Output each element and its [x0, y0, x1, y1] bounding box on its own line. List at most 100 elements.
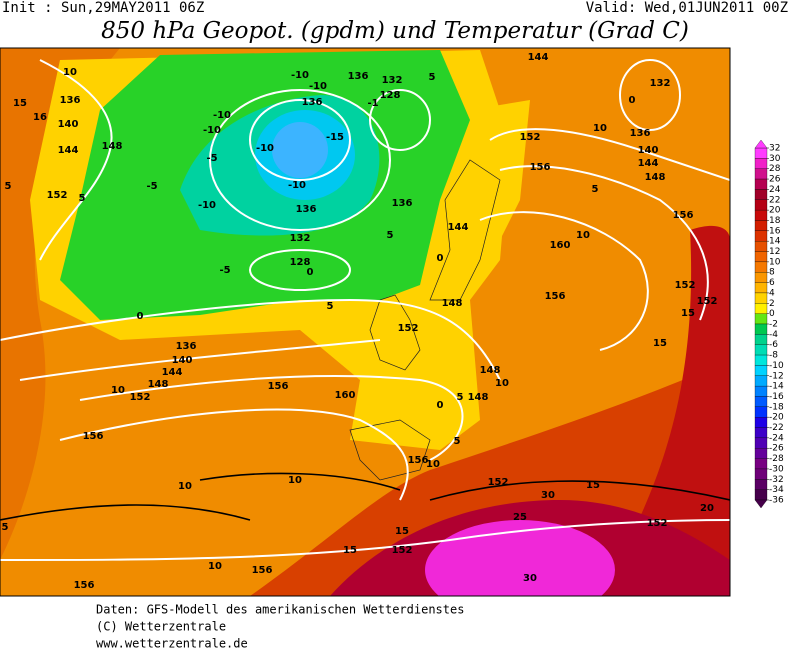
contour-label: 5 — [457, 392, 464, 403]
contour-label: 144 — [162, 367, 183, 378]
contour-label: -15 — [326, 132, 344, 143]
contour-label: 144 — [448, 222, 469, 233]
contour-label: -5 — [206, 153, 217, 164]
colorbar-bin — [754, 385, 768, 397]
colorbar-bin — [754, 251, 768, 263]
colorbar-label: 28 — [769, 164, 781, 174]
contour-label: 0 — [437, 400, 444, 411]
map-title: 850 hPa Geopot. (gpdm) und Temperatur (G… — [101, 18, 689, 44]
colorbar-bin — [754, 354, 768, 366]
colorbar-bin — [754, 189, 768, 200]
footer-url: www.wetterzentrale.de — [96, 637, 248, 649]
contour-label: 5 — [5, 181, 12, 192]
colorbar-label: -2 — [769, 320, 778, 330]
contour-label: 152 — [675, 280, 696, 291]
map-area — [0, 48, 730, 596]
colorbar-bin — [754, 261, 768, 273]
colorbar-label: 22 — [769, 195, 780, 205]
contour-label: 5 — [454, 436, 461, 447]
colorbar-bin — [754, 375, 768, 387]
contour-label: 10 — [63, 67, 77, 78]
contour-label: 144 — [528, 52, 549, 63]
colorbar-label: 10 — [769, 257, 781, 267]
contour-label: 156 — [545, 291, 566, 302]
field-west — [0, 48, 120, 560]
contour-label: 5 — [429, 72, 436, 83]
contour-label: 140 — [638, 145, 659, 156]
contour-label: -10 — [213, 110, 231, 121]
colorbar-label: 30 — [769, 154, 781, 164]
colorbar-label: 4 — [769, 288, 775, 298]
contour-label: 160 — [335, 390, 356, 401]
contour-label: 0 — [437, 253, 444, 264]
contour-label: 30 — [523, 573, 537, 584]
colorbar-label: 12 — [769, 247, 780, 257]
contour-label: 148 — [645, 172, 666, 183]
isohypse — [59, 408, 409, 501]
contour-label: -5 — [146, 181, 157, 192]
colorbar-label: 8 — [769, 268, 775, 278]
isohypse — [499, 165, 709, 321]
colorbar-label: -8 — [769, 351, 778, 361]
contour-label: 25 — [513, 512, 527, 523]
contour-label: 132 — [290, 233, 311, 244]
contour-label: 15 — [13, 98, 27, 109]
contour-label: 5 — [2, 522, 9, 533]
colorbar-bin — [754, 437, 768, 449]
colorbar-label: -26 — [769, 444, 784, 454]
colorbar-label: -36 — [769, 496, 784, 506]
colorbar-bin — [754, 406, 768, 418]
contour-label: 148 — [480, 365, 501, 376]
colorbar-bin — [754, 199, 768, 211]
contour-label: 30 — [541, 490, 555, 501]
colorbar-label: -30 — [769, 464, 784, 474]
colorbar-bin — [754, 417, 768, 428]
colorbar-bin — [754, 396, 768, 407]
contour-label: 128 — [380, 90, 401, 101]
contour-label: 156 — [252, 565, 273, 576]
colorbar-label: 26 — [769, 175, 781, 185]
colorbar-label: 16 — [769, 226, 781, 236]
colorbar-label: -32 — [769, 475, 784, 485]
contour-label: 152 — [130, 392, 151, 403]
contour-label: 5 — [592, 184, 599, 195]
isohypse — [0, 519, 730, 561]
colorbar-bin — [754, 489, 768, 501]
contour-label: -10 — [309, 81, 327, 92]
contour-label: 10 — [495, 378, 509, 389]
field-blue — [272, 122, 328, 178]
map-frame — [0, 47, 731, 597]
colorbar-bin — [754, 303, 768, 314]
contour-label: 15 — [343, 545, 357, 556]
contour-label: 136 — [392, 198, 413, 209]
colorbar-arrow-top — [754, 139, 768, 149]
colorbar-bin — [754, 178, 768, 190]
colorbar-label: -12 — [769, 371, 784, 381]
colorbar-label: 0 — [769, 309, 775, 319]
contour-label: 15 — [586, 480, 600, 491]
colorbar-bin — [754, 458, 768, 470]
colorbar-label: -16 — [769, 392, 784, 402]
contour-label: 148 — [468, 392, 489, 403]
colorbar-bin — [754, 168, 768, 180]
field-magenta — [425, 520, 615, 596]
isotherm — [0, 472, 730, 521]
contour-label: 20 — [700, 503, 714, 514]
colorbar-bin — [754, 344, 768, 356]
isohypse — [209, 89, 391, 231]
colorbar-label: -10 — [769, 361, 784, 371]
colorbar-label: -4 — [769, 330, 778, 340]
contour-label: 10 — [576, 230, 590, 241]
colorbar-label: -34 — [769, 485, 784, 495]
isohypse — [479, 211, 649, 351]
colorbar-label: -14 — [769, 382, 784, 392]
colorbar-label: -20 — [769, 413, 784, 423]
isohypse — [19, 339, 381, 381]
colorbar-label: 2 — [769, 299, 775, 309]
colorbar-bin — [754, 313, 768, 325]
contour-label: 148 — [442, 298, 463, 309]
coastline — [349, 159, 501, 481]
contour-label: 136 — [296, 204, 317, 215]
contour-label: 15 — [395, 526, 409, 537]
